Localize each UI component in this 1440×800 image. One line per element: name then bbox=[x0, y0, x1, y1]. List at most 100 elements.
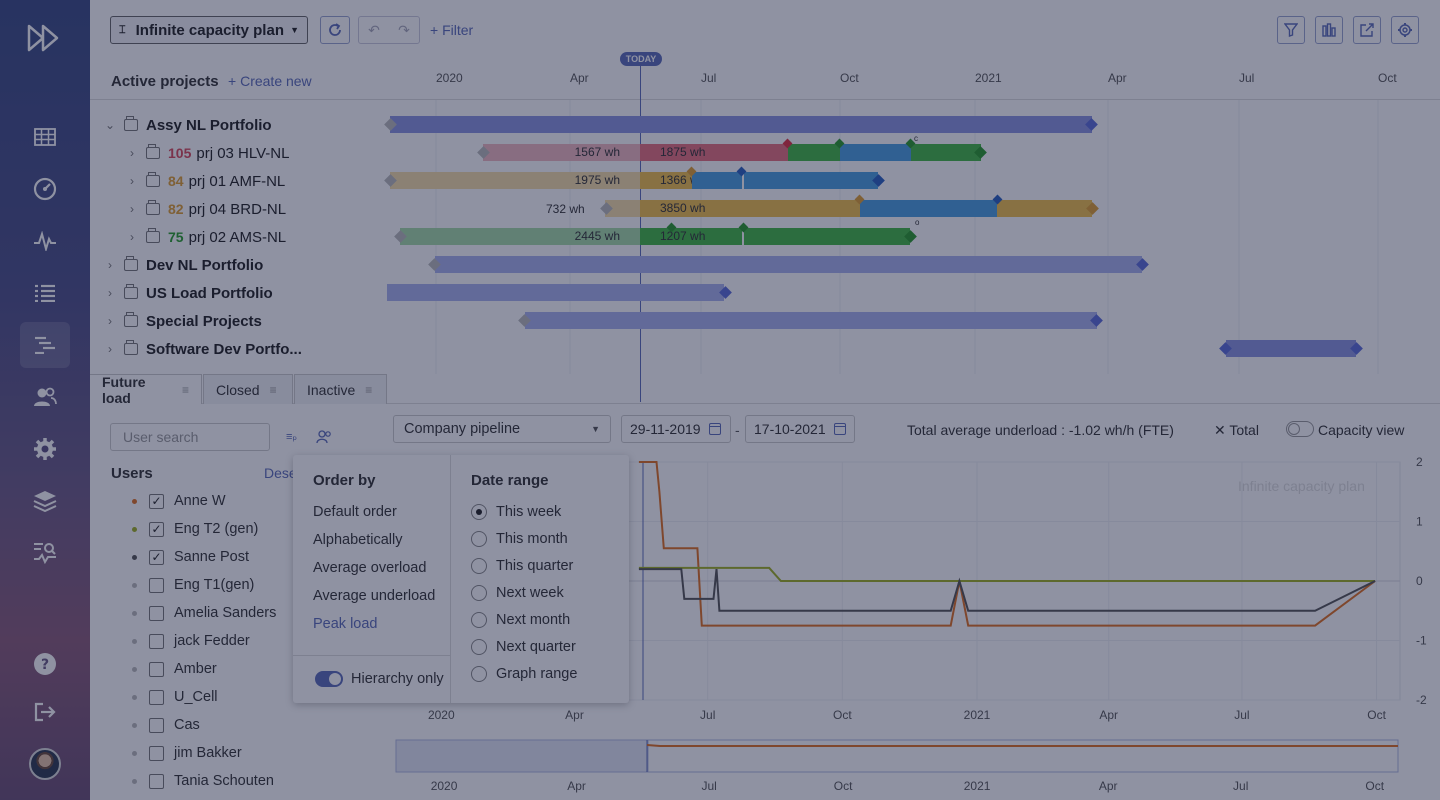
user-row[interactable]: Amber bbox=[132, 655, 217, 683]
chevron-right-icon[interactable]: › bbox=[130, 202, 134, 216]
user-checkbox[interactable] bbox=[149, 745, 164, 761]
capacity-view-toggle[interactable] bbox=[1286, 421, 1314, 437]
user-row[interactable]: Cas bbox=[132, 711, 200, 739]
user-row[interactable]: jack Fedder bbox=[132, 627, 250, 655]
funnel-button[interactable] bbox=[1277, 16, 1305, 44]
range-option[interactable]: Next quarter bbox=[496, 639, 576, 655]
range-option[interactable]: Graph range bbox=[496, 666, 578, 682]
radio-this-week[interactable] bbox=[471, 504, 487, 520]
chevron-right-icon[interactable]: › bbox=[130, 146, 134, 160]
order-option[interactable]: Alphabetically bbox=[313, 532, 403, 548]
gantt-bar-past[interactable] bbox=[605, 200, 640, 217]
logout-icon[interactable] bbox=[20, 689, 70, 735]
gantt-row-prj02[interactable]: › 75 prj 02 AMS-NL bbox=[124, 223, 424, 251]
order-option[interactable]: Average overload bbox=[313, 560, 427, 576]
range-option[interactable]: This quarter bbox=[496, 558, 574, 574]
chevron-right-icon[interactable]: › bbox=[130, 230, 134, 244]
gantt-bar[interactable] bbox=[1226, 340, 1356, 357]
user-checkbox[interactable]: ✓ bbox=[149, 521, 164, 537]
refresh-button[interactable] bbox=[320, 16, 350, 44]
total-toggle[interactable]: ✕ Total bbox=[1214, 422, 1259, 439]
gantt-bar[interactable] bbox=[788, 144, 840, 161]
users-icon[interactable] bbox=[20, 374, 70, 420]
settings-button[interactable] bbox=[1391, 16, 1419, 44]
menu-icon[interactable]: ≡ bbox=[269, 382, 277, 397]
chevron-right-icon[interactable]: › bbox=[108, 258, 112, 272]
gantt-bar[interactable] bbox=[742, 172, 878, 189]
user-row[interactable]: U_Cell bbox=[132, 683, 218, 711]
chevron-down-icon[interactable]: ⌄ bbox=[104, 118, 116, 132]
gantt-bar-past[interactable]: 2445 wh bbox=[400, 228, 640, 245]
user-checkbox[interactable] bbox=[149, 773, 164, 789]
radio-this-quarter[interactable] bbox=[471, 558, 487, 574]
gantt-bar[interactable]: 1207 wh bbox=[640, 228, 742, 245]
gantt-bar[interactable] bbox=[997, 200, 1092, 217]
export-button[interactable] bbox=[1353, 16, 1381, 44]
user-checkbox[interactable]: ✓ bbox=[149, 549, 164, 565]
gantt-bar-past[interactable]: 1975 wh bbox=[390, 172, 640, 189]
range-option[interactable]: This month bbox=[496, 531, 568, 547]
gantt-icon[interactable] bbox=[20, 322, 70, 368]
menu-icon[interactable]: ≡ bbox=[365, 382, 373, 397]
gantt-row-prj04[interactable]: › 82 prj 04 BRD-NL bbox=[124, 195, 424, 223]
date-from-input[interactable]: 29-11-2019 bbox=[621, 415, 731, 443]
user-checkbox[interactable] bbox=[149, 689, 164, 705]
gantt-bar[interactable] bbox=[387, 284, 724, 301]
app-logo-icon[interactable] bbox=[25, 22, 65, 57]
gantt-bar[interactable] bbox=[692, 172, 742, 189]
sort-users-icon[interactable]: ≡ₚ bbox=[286, 431, 298, 443]
gantt-bar[interactable] bbox=[742, 228, 910, 245]
gantt-row-software-dev[interactable]: › Software Dev Portfo... bbox=[102, 335, 402, 363]
chevron-right-icon[interactable]: › bbox=[108, 342, 112, 356]
radio-graph-range[interactable] bbox=[471, 666, 487, 682]
range-option[interactable]: This week bbox=[496, 504, 562, 520]
dashboard-icon[interactable] bbox=[20, 166, 70, 212]
gantt-bar[interactable] bbox=[860, 200, 997, 217]
create-new-link[interactable]: + Create new bbox=[228, 73, 312, 89]
plan-select[interactable]: ⌶ Infinite capacity plan ▼ bbox=[110, 16, 308, 44]
gantt-row-prj03[interactable]: › 105 prj 03 HLV-NL bbox=[124, 139, 424, 167]
user-row[interactable]: jim Bakker bbox=[132, 739, 242, 767]
user-checkbox[interactable] bbox=[149, 605, 164, 621]
gear-icon[interactable] bbox=[20, 426, 70, 472]
range-option[interactable]: Next week bbox=[496, 585, 564, 601]
activity-icon[interactable] bbox=[20, 218, 70, 264]
users-filter-icon[interactable] bbox=[316, 430, 332, 444]
gantt-bar[interactable] bbox=[435, 256, 1142, 273]
gantt-row-assy-nl[interactable]: ⌄ Assy NL Portfolio bbox=[102, 111, 402, 139]
chevron-right-icon[interactable]: › bbox=[130, 174, 134, 188]
user-checkbox[interactable] bbox=[149, 633, 164, 649]
deselect-link[interactable]: Dese bbox=[264, 465, 297, 481]
gantt-row-prj01[interactable]: › 84 prj 01 AMF-NL bbox=[124, 167, 424, 195]
redo-icon[interactable]: ↷ bbox=[398, 21, 410, 38]
list-icon[interactable] bbox=[20, 270, 70, 316]
order-option-selected[interactable]: Peak load bbox=[313, 616, 378, 632]
grid-icon[interactable] bbox=[20, 114, 70, 160]
user-search-input[interactable]: User search bbox=[110, 423, 270, 451]
user-checkbox[interactable] bbox=[149, 717, 164, 733]
radio-next-quarter[interactable] bbox=[471, 639, 487, 655]
user-checkbox[interactable]: ✓ bbox=[149, 493, 164, 509]
user-row[interactable]: Eng T1(gen) bbox=[132, 571, 254, 599]
hierarchy-toggle[interactable] bbox=[315, 671, 343, 687]
user-checkbox[interactable] bbox=[149, 661, 164, 677]
order-option[interactable]: Average underload bbox=[313, 588, 436, 604]
radio-this-month[interactable] bbox=[471, 531, 487, 547]
chevron-right-icon[interactable]: › bbox=[108, 286, 112, 300]
close-icon[interactable]: ✕ bbox=[1214, 422, 1226, 438]
gantt-row-us-load[interactable]: › US Load Portfolio bbox=[102, 279, 402, 307]
user-checkbox[interactable] bbox=[149, 577, 164, 593]
range-option[interactable]: Next month bbox=[496, 612, 571, 628]
user-row[interactable]: ✓ Eng T2 (gen) bbox=[132, 515, 258, 543]
gantt-bar[interactable] bbox=[911, 144, 981, 161]
gantt-row-special[interactable]: › Special Projects bbox=[102, 307, 402, 335]
pipeline-select[interactable]: Company pipeline ▼ bbox=[393, 415, 611, 443]
gantt-bar-past[interactable]: 1567 wh bbox=[483, 144, 640, 161]
gantt-bar[interactable] bbox=[390, 116, 1092, 133]
date-to-input[interactable]: 17-10-2021 bbox=[745, 415, 855, 443]
analytics-icon[interactable] bbox=[20, 530, 70, 576]
user-row[interactable]: Tania Schouten bbox=[132, 767, 274, 795]
order-option[interactable]: Default order bbox=[313, 504, 397, 520]
tab-closed[interactable]: Closed ≡ bbox=[203, 374, 293, 404]
gantt-bar[interactable] bbox=[840, 144, 911, 161]
